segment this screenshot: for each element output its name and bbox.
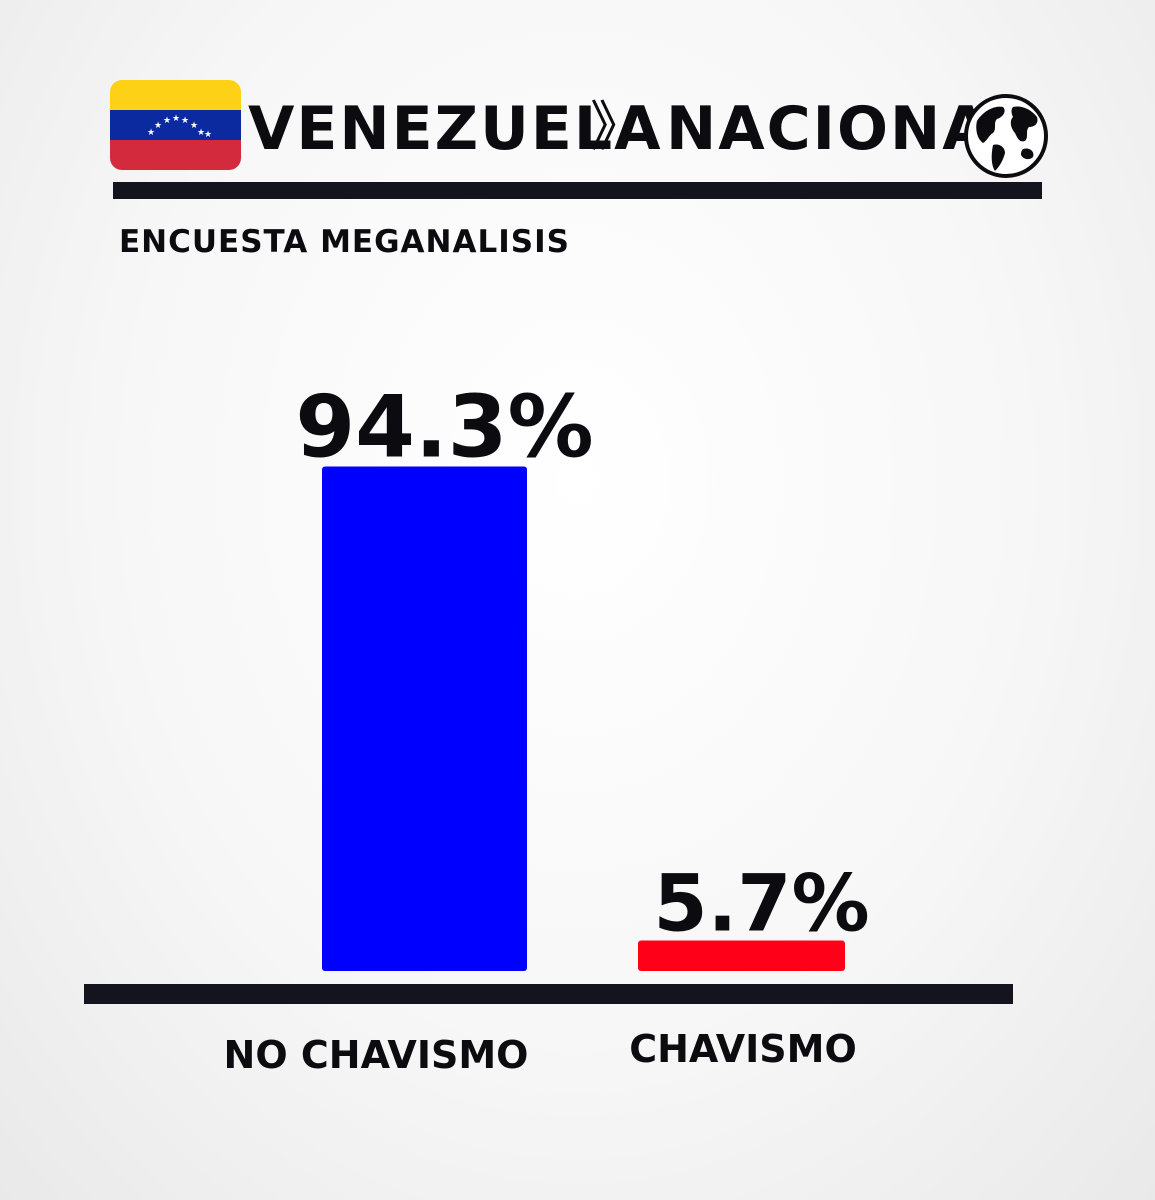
flag-stars-icon: ★ ★ ★ ★ ★ ★ ★ ★ — [147, 114, 212, 140]
venezuela-flag-icon: ★ ★ ★ ★ ★ ★ ★ ★ — [110, 80, 241, 170]
chart-subtitle: ENCUESTA MEGANALISIS — [119, 224, 570, 260]
category-label: NO CHAVISMO — [224, 1033, 529, 1077]
x-axis-line — [84, 984, 1013, 1004]
globe-icon — [964, 94, 1048, 178]
svg-text:★: ★ — [154, 121, 162, 131]
svg-text:★: ★ — [190, 121, 198, 131]
svg-text:★: ★ — [163, 116, 171, 126]
svg-text:★: ★ — [204, 130, 212, 140]
bar-no-chavismo — [322, 466, 527, 971]
svg-text:★: ★ — [197, 128, 205, 138]
svg-text:★: ★ — [172, 114, 180, 124]
header-country: VENEZUELA — [248, 94, 663, 164]
bar-chavismo — [638, 940, 845, 971]
svg-text:★: ★ — [147, 128, 155, 138]
data-label: 5.7% — [653, 860, 869, 950]
data-label: 94.3% — [295, 377, 593, 477]
svg-text:★: ★ — [181, 116, 189, 126]
category-label: CHAVISMO — [629, 1027, 857, 1071]
header-divider — [113, 182, 1042, 199]
chevron-right-icon: 》 — [590, 95, 646, 158]
